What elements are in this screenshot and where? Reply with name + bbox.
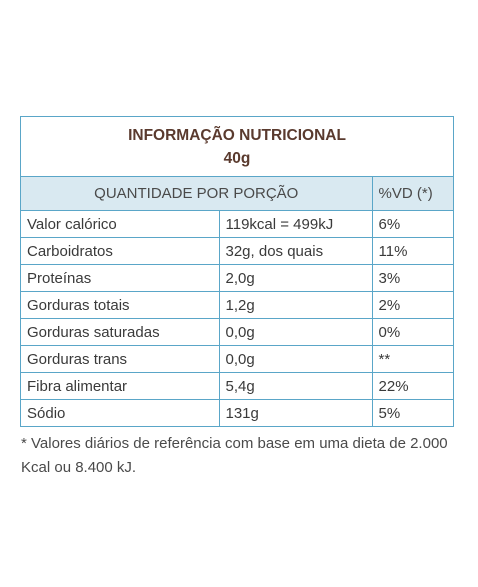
title-block: INFORMAÇÃO NUTRICIONAL 40g	[21, 117, 453, 177]
nutrient-name: Carboidratos	[21, 237, 220, 265]
nutrient-amount: 0,0g	[218, 345, 373, 373]
table-row: Gorduras trans 0,0g **	[21, 345, 454, 373]
table-row: Sódio 131g 5%	[21, 399, 454, 426]
nutrient-vd: 3%	[371, 264, 454, 292]
table-row: Carboidratos 32g, dos quais 11%	[21, 237, 454, 265]
footnote: * Valores diários de referência com base…	[21, 435, 448, 476]
nutrient-vd: 22%	[371, 372, 454, 400]
vd-header: %VD (*)	[371, 177, 454, 211]
table-row: Gorduras totais 1,2g 2%	[21, 291, 454, 319]
nutrition-table: QUANTIDADE POR PORÇÃO %VD (*) Valor caló…	[21, 177, 454, 426]
nutrient-vd: 11%	[371, 237, 454, 265]
nutrient-name: Gorduras totais	[21, 291, 220, 319]
nutrient-amount: 131g	[218, 399, 373, 426]
nutrient-amount: 32g, dos quais	[218, 237, 373, 265]
nutrient-amount: 5,4g	[218, 372, 373, 400]
nutrient-name: Gorduras trans	[21, 345, 220, 373]
nutrition-facts-panel: INFORMAÇÃO NUTRICIONAL 40g QUANTIDADE PO…	[20, 116, 454, 427]
nutrient-name: Sódio	[21, 399, 220, 426]
table-row: Gorduras saturadas 0,0g 0%	[21, 318, 454, 346]
nutrient-vd: 5%	[371, 399, 454, 426]
table-row: Valor calórico 119kcal = 499kJ 6%	[21, 210, 454, 238]
nutrient-name: Valor calórico	[21, 210, 220, 238]
nutrient-vd: 0%	[371, 318, 454, 346]
nutrient-name: Gorduras saturadas	[21, 318, 220, 346]
table-row: Fibra alimentar 5,4g 22%	[21, 372, 454, 400]
nutrient-amount: 119kcal = 499kJ	[218, 210, 373, 238]
quantity-header: QUANTIDADE POR PORÇÃO	[21, 177, 373, 211]
table-row: Proteínas 2,0g 3%	[21, 264, 454, 292]
nutrition-title: INFORMAÇÃO NUTRICIONAL	[128, 127, 346, 144]
nutrient-vd: 2%	[371, 291, 454, 319]
nutrient-name: Proteínas	[21, 264, 220, 292]
nutrient-amount: 0,0g	[218, 318, 373, 346]
nutrient-vd: **	[371, 345, 454, 373]
nutrient-vd: 6%	[371, 210, 454, 238]
table-header-row: QUANTIDADE POR PORÇÃO %VD (*)	[21, 177, 454, 211]
nutrient-amount: 1,2g	[218, 291, 373, 319]
nutrient-amount: 2,0g	[218, 264, 373, 292]
nutrient-name: Fibra alimentar	[21, 372, 220, 400]
portion-size: 40g	[223, 150, 251, 167]
